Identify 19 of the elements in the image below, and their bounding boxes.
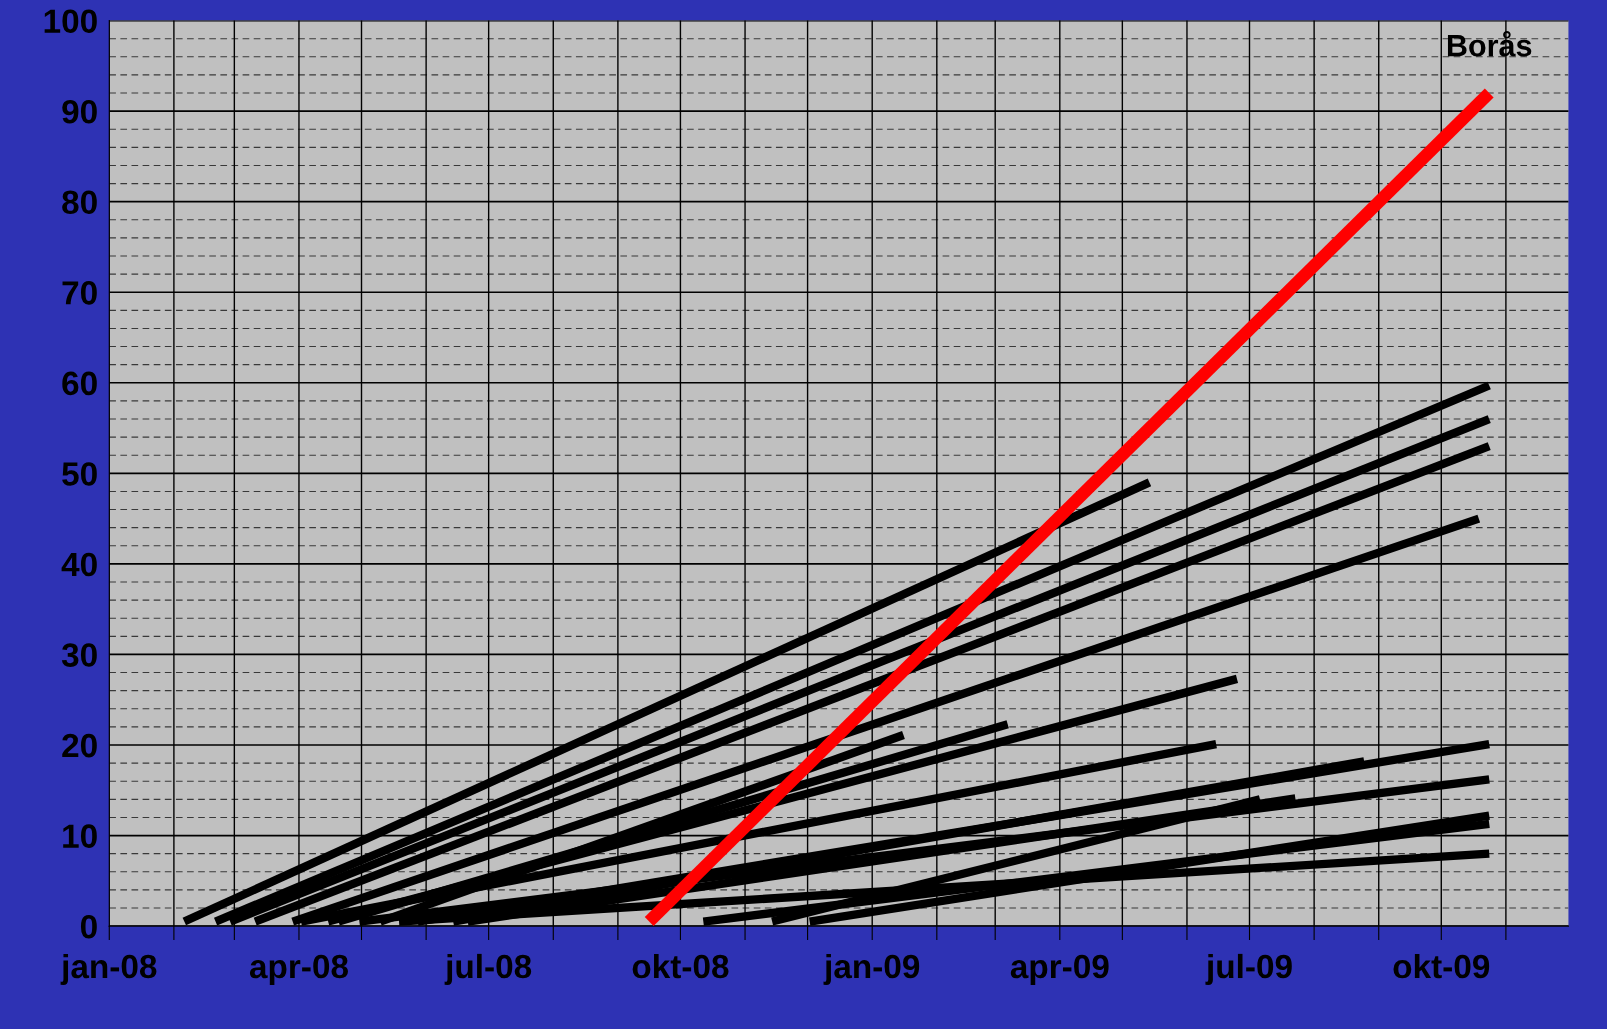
x-tick-label: apr-09 [1010,954,1109,985]
y-tick-label: 80 [62,190,97,215]
x-tick-label: jul-09 [1205,953,1292,985]
y-tick-label: 60 [62,371,97,396]
x-tick-label: jan-09 [823,953,920,985]
x-tick-label: apr-08 [249,954,348,985]
y-tick-label: 40 [61,552,97,577]
y-tick-label: 20 [62,733,97,758]
x-tick-label: jul-08 [444,953,532,985]
y-tick-label: 10 [63,824,97,848]
y-tick-label: 90 [62,99,97,124]
y-tick-label: 70 [62,281,97,305]
x-tick-label: okt-08 [632,953,729,979]
y-tick-label: 0 [80,914,97,939]
x-tick-label: jan-08 [60,953,157,985]
y-tick-label: 50 [62,462,97,486]
x-tick-label: okt-09 [1393,953,1490,979]
y-tick-label: 30 [61,643,97,667]
y-tick-label: 100 [44,9,97,33]
